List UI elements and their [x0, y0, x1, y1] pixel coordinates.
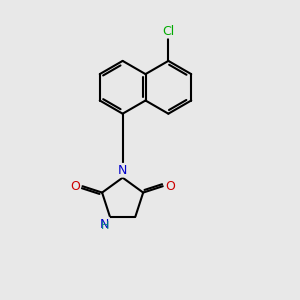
Text: Cl: Cl: [162, 25, 175, 38]
Text: N: N: [118, 164, 127, 177]
Text: H: H: [101, 220, 109, 231]
Text: O: O: [165, 180, 175, 193]
Text: N: N: [100, 218, 109, 231]
Text: O: O: [70, 180, 80, 193]
